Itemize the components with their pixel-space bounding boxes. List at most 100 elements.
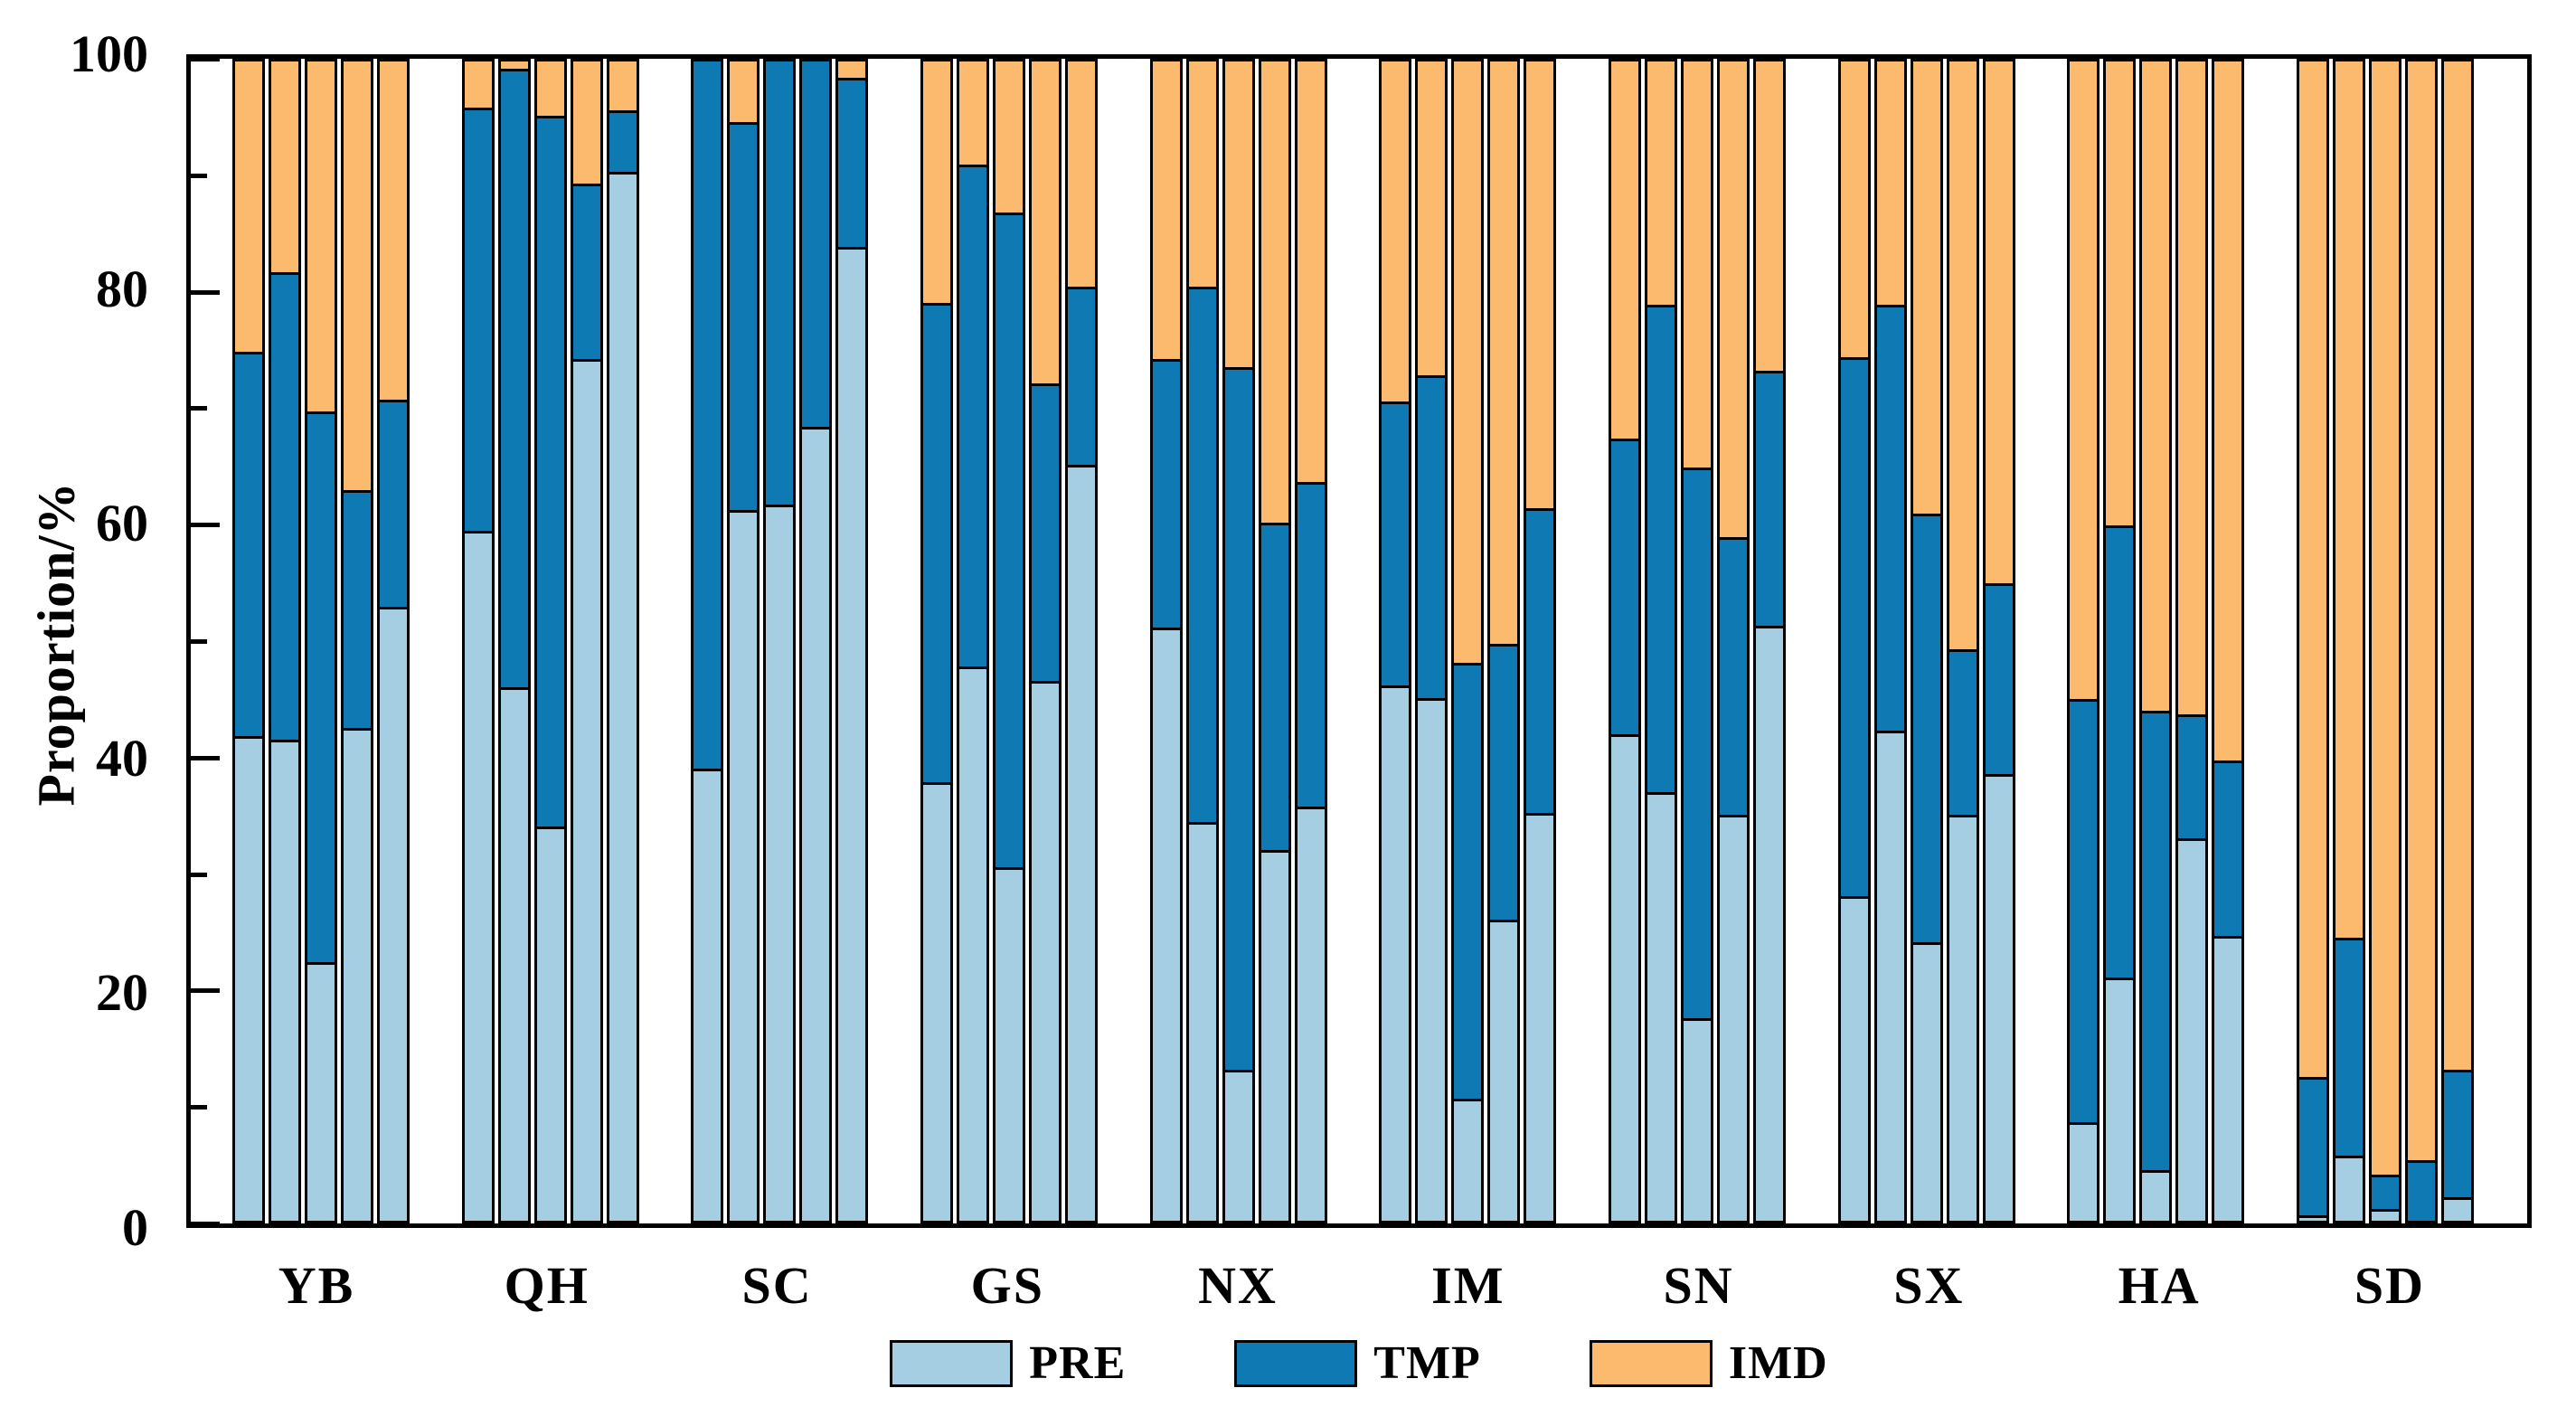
- y-axis-tick-labels: 0 20 40 60 80 100: [27, 28, 163, 1254]
- bar-segment-pre: [380, 606, 407, 1221]
- stacked-bar: [2368, 59, 2401, 1223]
- bar-segment-tmp: [1876, 305, 1904, 731]
- bar-segment-pre: [1188, 821, 1216, 1221]
- bar-segment-tmp: [1382, 401, 1410, 685]
- bar-segment-imd: [922, 61, 950, 303]
- bar-segment-tmp: [1683, 467, 1711, 1018]
- bar-segment-imd: [1985, 61, 2013, 583]
- stacked-bar: [533, 59, 567, 1223]
- bar-group-qh: [461, 59, 639, 1223]
- bar-segment-pre: [2142, 1169, 2170, 1221]
- y-tick-label: 0: [122, 1198, 148, 1257]
- bar-segment-imd: [1755, 61, 1783, 372]
- stacked-bar: [1451, 59, 1485, 1223]
- bar-segment-tmp: [694, 61, 722, 770]
- bar-segment-tmp: [307, 411, 335, 963]
- stacked-bar: [835, 59, 869, 1223]
- x-category-label-ha: HA: [2118, 1256, 2201, 1315]
- stacked-bar: [1752, 59, 1786, 1223]
- bar-segment-tmp: [2070, 699, 2098, 1123]
- bar-segment-imd: [1610, 61, 1638, 439]
- legend-swatch-imd: [1589, 1339, 1713, 1387]
- bar-segment-tmp: [536, 116, 564, 827]
- bar-segment-tmp: [922, 302, 950, 783]
- bar-segment-tmp: [2443, 1070, 2471, 1198]
- stacked-bar: [1222, 59, 1255, 1223]
- bar-segment-pre: [1876, 730, 1904, 1221]
- y-tick-major: [191, 57, 220, 61]
- bar-segment-tmp: [2335, 938, 2363, 1157]
- bar-segment-imd: [2371, 61, 2399, 1175]
- stacked-bar: [956, 59, 989, 1223]
- stacked-bar: [763, 59, 797, 1223]
- bar-segment-imd: [2178, 61, 2206, 714]
- bar-segment-tmp: [2106, 524, 2134, 977]
- bar-segment-tmp: [1949, 648, 1977, 816]
- x-category-label-sx: SX: [1893, 1256, 1965, 1315]
- bar-segment-tmp: [344, 490, 371, 729]
- bar-segment-pre: [271, 739, 298, 1221]
- stacked-bar: [1524, 59, 1557, 1223]
- y-tick-major: [191, 523, 220, 528]
- stacked-bar: [691, 59, 724, 1223]
- stacked-bar: [570, 59, 603, 1223]
- bar-segment-tmp: [1840, 356, 1868, 897]
- bar-segment-tmp: [271, 272, 298, 740]
- bar-segment-pre: [572, 359, 600, 1221]
- bar-segment-tmp: [2214, 760, 2242, 936]
- stacked-bar: [992, 59, 1025, 1223]
- bar-segment-tmp: [500, 68, 528, 688]
- stacked-bar: [2332, 59, 2365, 1223]
- bar-segment-imd: [1454, 61, 1482, 664]
- bar-segment-pre: [1297, 807, 1325, 1221]
- bar-segment-imd: [1526, 61, 1554, 508]
- bar-segment-tmp: [235, 351, 262, 737]
- bar-segment-tmp: [995, 212, 1023, 867]
- bar-segment-tmp: [1031, 383, 1059, 681]
- bar-segment-pre: [2214, 935, 2242, 1221]
- stacked-bar: [305, 59, 337, 1223]
- stacked-bar: [1258, 59, 1291, 1223]
- bar-segment-imd: [1949, 61, 1977, 649]
- stacked-bar: [920, 59, 953, 1223]
- bar-segment-tmp: [2298, 1077, 2326, 1215]
- bar-segment-tmp: [1490, 643, 1518, 920]
- stacked-bar: [1837, 59, 1871, 1223]
- bar-segment-imd: [1152, 61, 1180, 360]
- bar-segment-pre: [1418, 697, 1446, 1221]
- bar-group-yb: [232, 59, 410, 1223]
- bar-segment-imd: [1912, 61, 1940, 514]
- legend-item-pre: PRE: [890, 1336, 1126, 1390]
- bar-segment-imd: [235, 61, 262, 352]
- bar-segment-pre: [2443, 1197, 2471, 1221]
- x-axis-category-labels: YB QH SC GS NX IM SN SX HA SD: [186, 1255, 2532, 1316]
- stacked-bar: [2175, 59, 2209, 1223]
- bar-segment-pre: [995, 866, 1023, 1221]
- bar-segment-tmp: [572, 183, 600, 360]
- legend-swatch-tmp: [1234, 1339, 1358, 1387]
- bar-segment-imd: [464, 61, 492, 109]
- y-tick-minor: [191, 639, 207, 644]
- bar-segment-pre: [344, 728, 371, 1221]
- stacked-bar: [1028, 59, 1062, 1223]
- y-tick-minor: [191, 1105, 207, 1110]
- stacked-bar: [1946, 59, 1979, 1223]
- bar-segment-tmp: [1067, 286, 1095, 466]
- bar-segment-pre: [2335, 1156, 2363, 1221]
- stacked-bar: [1294, 59, 1327, 1223]
- bar-segment-pre: [1912, 942, 1940, 1221]
- stacked-bar: [1910, 59, 1943, 1223]
- bar-segment-imd: [1382, 61, 1410, 401]
- stacked-bar: [2139, 59, 2173, 1223]
- x-category-label-gs: GS: [970, 1256, 1044, 1315]
- bar-segment-pre: [1260, 849, 1288, 1221]
- bar-segment-pre: [802, 426, 830, 1221]
- y-tick-major: [191, 755, 220, 760]
- y-tick-major: [191, 1222, 220, 1226]
- stacked-bar: [2440, 59, 2474, 1223]
- bar-segment-imd: [1224, 61, 1252, 368]
- bar-group-gs: [920, 59, 1098, 1223]
- bar-segment-tmp: [464, 108, 492, 532]
- y-tick-label: 60: [96, 494, 148, 553]
